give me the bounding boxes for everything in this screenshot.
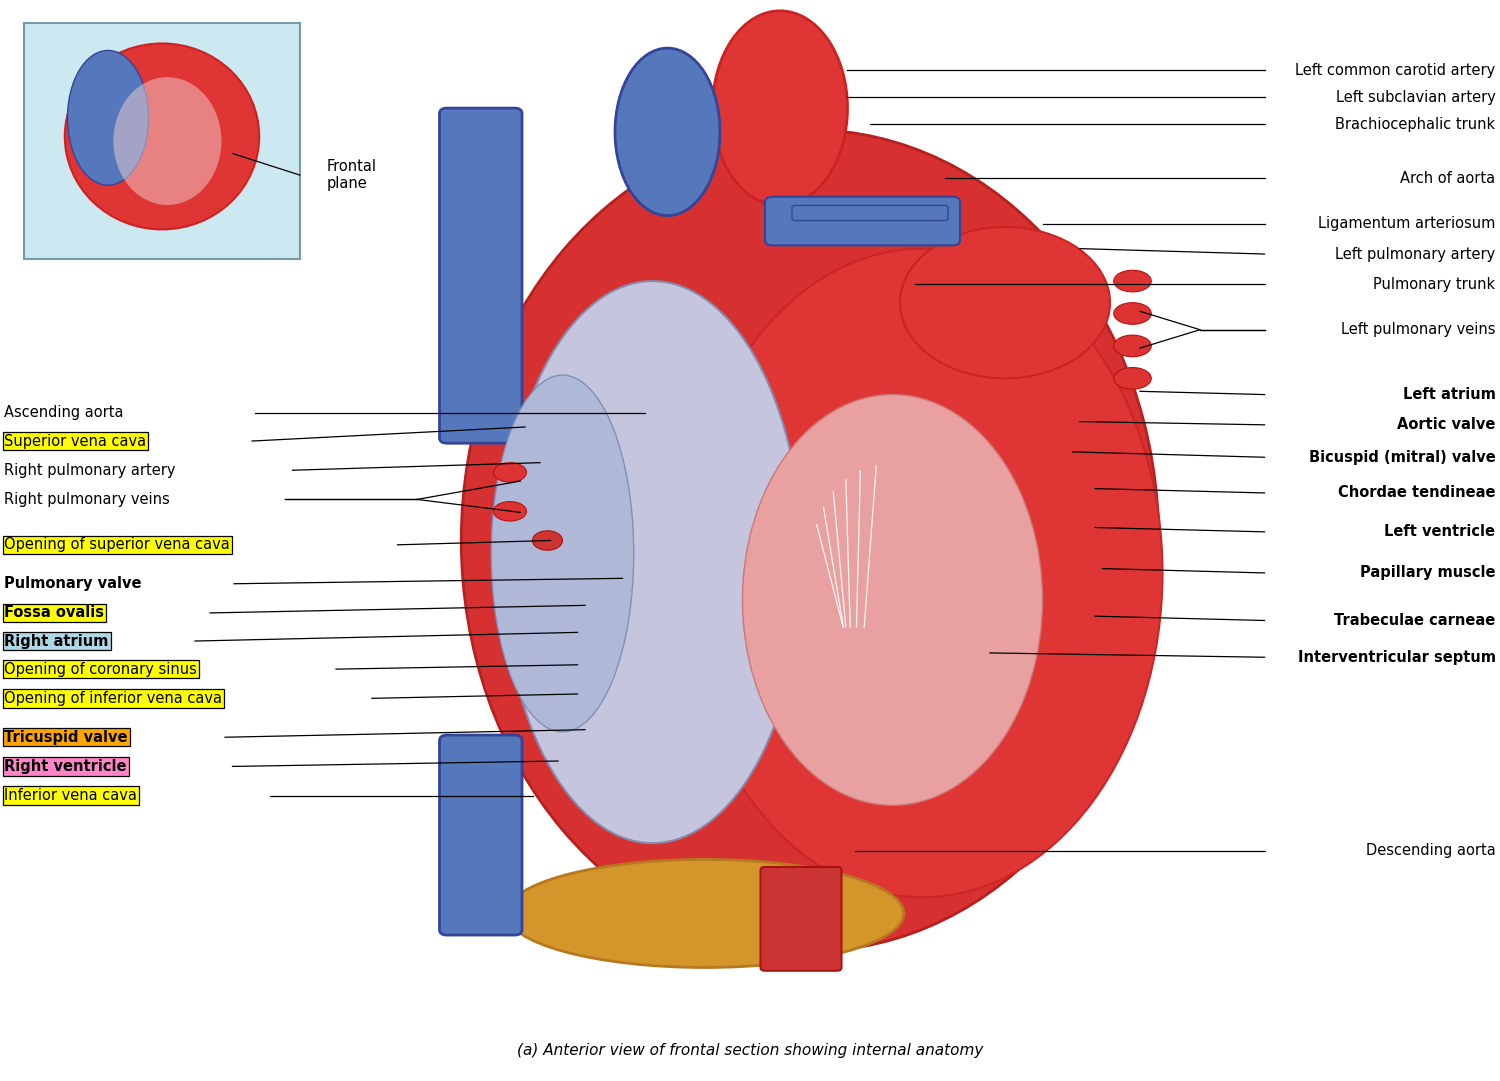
Text: Opening of superior vena cava: Opening of superior vena cava xyxy=(4,537,231,552)
Text: Opening of coronary sinus: Opening of coronary sinus xyxy=(4,662,198,677)
FancyBboxPatch shape xyxy=(792,205,948,221)
Text: Aortic valve: Aortic valve xyxy=(1396,417,1496,432)
Ellipse shape xyxy=(492,375,633,732)
FancyBboxPatch shape xyxy=(24,23,300,259)
Text: Left subclavian artery: Left subclavian artery xyxy=(1335,90,1496,105)
Ellipse shape xyxy=(900,227,1110,378)
Ellipse shape xyxy=(1113,368,1152,389)
Ellipse shape xyxy=(64,43,260,229)
Text: Pulmonary trunk: Pulmonary trunk xyxy=(1374,277,1496,292)
Ellipse shape xyxy=(462,130,1158,951)
FancyBboxPatch shape xyxy=(765,197,960,245)
Text: Left common carotid artery: Left common carotid artery xyxy=(1294,63,1496,78)
Ellipse shape xyxy=(615,48,720,215)
Text: Right atrium: Right atrium xyxy=(4,633,109,649)
Text: Brachiocephalic trunk: Brachiocephalic trunk xyxy=(1335,117,1496,132)
Ellipse shape xyxy=(1113,335,1152,357)
Text: Left pulmonary veins: Left pulmonary veins xyxy=(1341,322,1496,337)
Ellipse shape xyxy=(1113,303,1152,324)
FancyBboxPatch shape xyxy=(440,108,522,443)
Text: Right pulmonary artery: Right pulmonary artery xyxy=(4,463,176,478)
Text: Left atrium: Left atrium xyxy=(1402,387,1496,402)
Text: (a) Anterior view of frontal section showing internal anatomy: (a) Anterior view of frontal section sho… xyxy=(518,1043,982,1058)
Text: Right ventricle: Right ventricle xyxy=(4,759,128,774)
Text: Right pulmonary veins: Right pulmonary veins xyxy=(4,492,170,507)
Ellipse shape xyxy=(68,51,148,185)
Ellipse shape xyxy=(742,395,1042,805)
Text: Fossa ovalis: Fossa ovalis xyxy=(4,605,105,620)
Text: Superior vena cava: Superior vena cava xyxy=(4,433,147,449)
Text: Left ventricle: Left ventricle xyxy=(1384,524,1496,539)
Text: Chordae tendineae: Chordae tendineae xyxy=(1338,485,1496,501)
Text: Pulmonary valve: Pulmonary valve xyxy=(4,576,142,591)
Text: Bicuspid (mitral) valve: Bicuspid (mitral) valve xyxy=(1308,450,1496,465)
Ellipse shape xyxy=(532,531,562,550)
Text: Ascending aorta: Ascending aorta xyxy=(4,405,124,421)
Text: Inferior vena cava: Inferior vena cava xyxy=(4,788,138,803)
Text: Ligamentum arteriosum: Ligamentum arteriosum xyxy=(1318,216,1496,231)
Text: Descending aorta: Descending aorta xyxy=(1365,843,1496,858)
Text: Opening of inferior vena cava: Opening of inferior vena cava xyxy=(4,691,222,706)
Ellipse shape xyxy=(682,249,1162,897)
FancyBboxPatch shape xyxy=(760,867,842,971)
Ellipse shape xyxy=(1113,270,1152,292)
Text: Arch of aorta: Arch of aorta xyxy=(1401,171,1496,186)
Text: Frontal
plane: Frontal plane xyxy=(327,159,376,191)
Text: Tricuspid valve: Tricuspid valve xyxy=(4,730,128,745)
Ellipse shape xyxy=(503,281,802,843)
Ellipse shape xyxy=(494,502,526,521)
Ellipse shape xyxy=(506,859,903,967)
Text: Trabeculae carneae: Trabeculae carneae xyxy=(1335,613,1496,628)
Text: Interventricular septum: Interventricular septum xyxy=(1298,650,1496,665)
Text: Left pulmonary artery: Left pulmonary artery xyxy=(1335,246,1496,262)
Ellipse shape xyxy=(494,463,526,482)
FancyBboxPatch shape xyxy=(440,735,522,935)
Text: Papillary muscle: Papillary muscle xyxy=(1360,565,1496,580)
Ellipse shape xyxy=(712,11,848,205)
Ellipse shape xyxy=(114,77,222,205)
